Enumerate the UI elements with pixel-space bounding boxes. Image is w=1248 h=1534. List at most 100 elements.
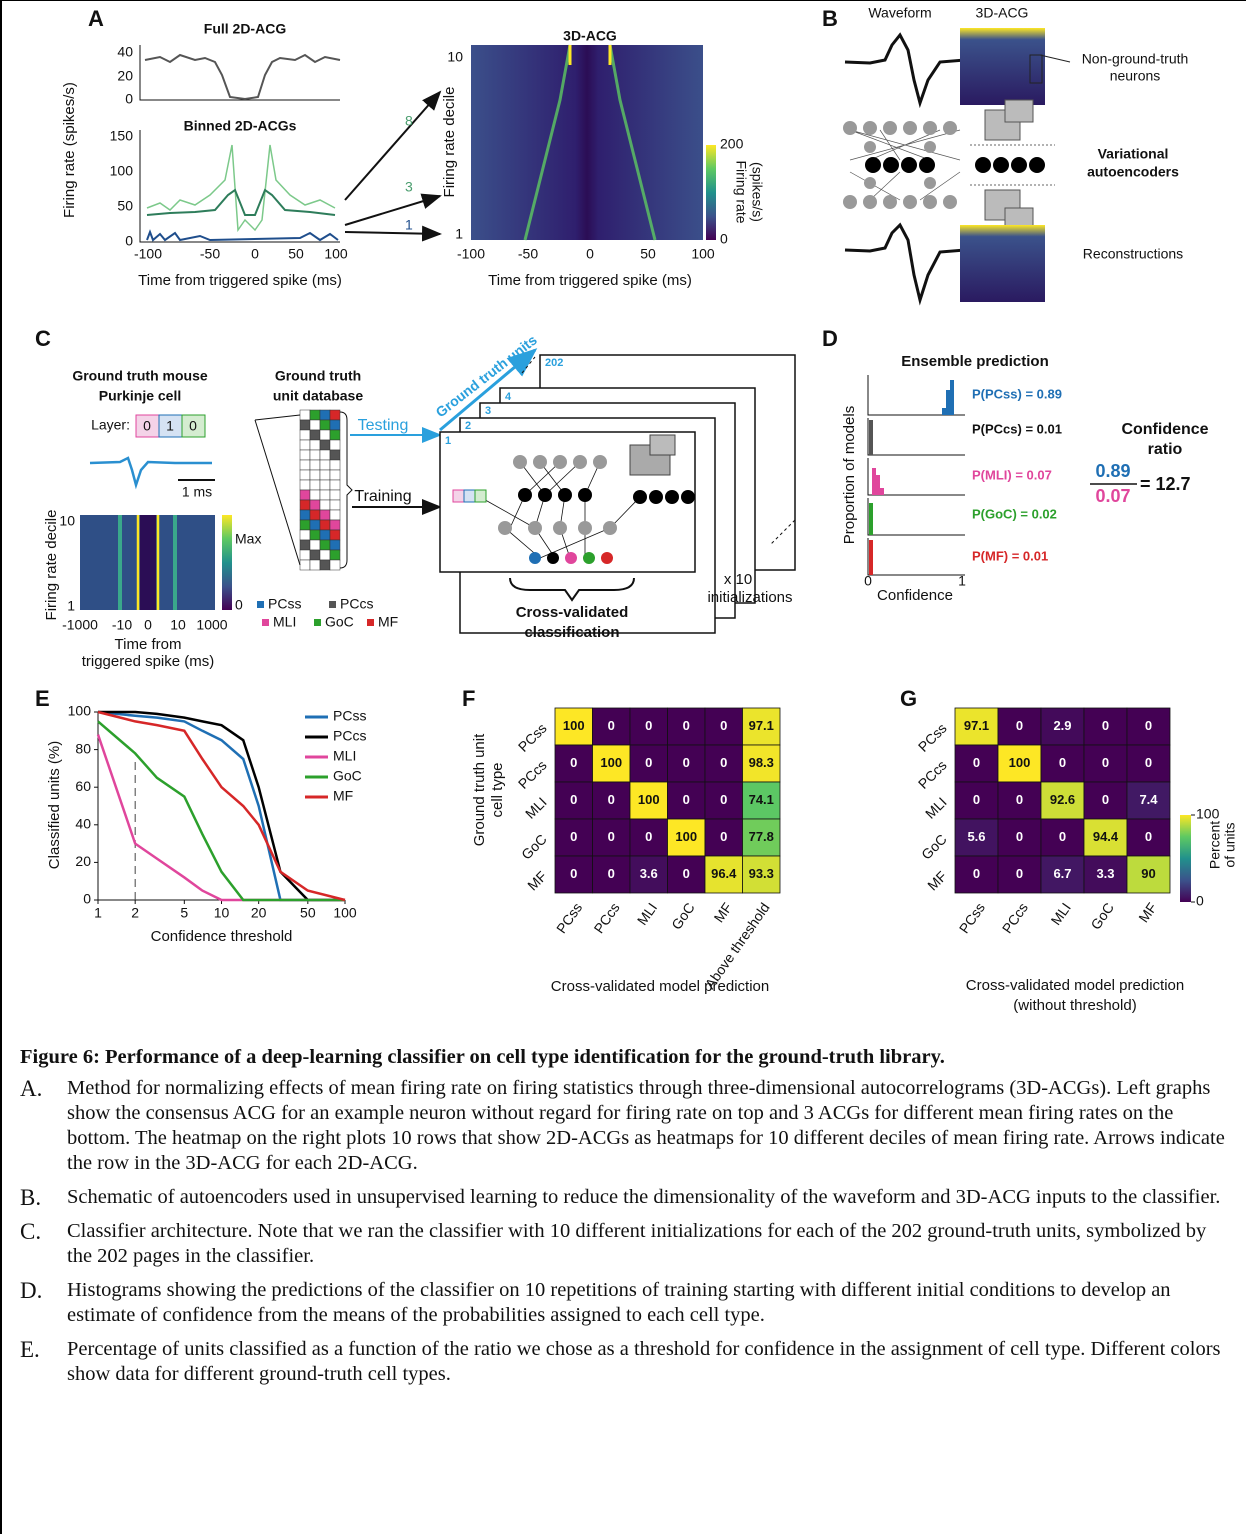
brace xyxy=(509,577,635,602)
grid-cell xyxy=(319,459,331,471)
grid-cell xyxy=(319,449,331,461)
item-text: Histograms showing the predictions of th… xyxy=(67,1279,1171,1326)
cell-value: 0 xyxy=(720,718,727,733)
cell-value: 100 xyxy=(600,755,622,770)
column-label: MF xyxy=(711,900,736,926)
cell-value: 100 xyxy=(675,829,697,844)
item-text: Classifier architecture. Note that we ra… xyxy=(67,1220,1207,1267)
row-label: GoC xyxy=(918,831,950,863)
page-number: 3 xyxy=(485,405,491,417)
cell-value: 0 xyxy=(570,829,577,844)
matrix-cell xyxy=(1126,855,1171,894)
row-label: PCss xyxy=(915,720,950,755)
denominator: 0.07 xyxy=(1095,486,1130,506)
cell-value: 0 xyxy=(608,829,615,844)
row-label: MF xyxy=(924,868,950,894)
cell-value: 0 xyxy=(1059,829,1066,844)
cell-value: 7.4 xyxy=(1139,792,1158,807)
grid-cell xyxy=(299,529,311,541)
matrix-cell xyxy=(704,855,743,894)
matrix-cell xyxy=(554,781,593,820)
x-tick-label: 0 xyxy=(586,246,594,262)
grid-cell xyxy=(329,459,341,471)
legend-label: PCss xyxy=(268,596,301,612)
grid-cell xyxy=(319,409,331,421)
grid-cell xyxy=(329,499,341,511)
grid-cell xyxy=(329,509,341,521)
cell-value: 96.4 xyxy=(711,866,737,881)
series-line xyxy=(97,710,346,902)
matrix-cell xyxy=(742,855,781,894)
x-axis-label: Cross-validated model prediction xyxy=(966,977,1184,994)
colorbar-tick: 200 xyxy=(720,136,744,152)
y-tick-label: 60 xyxy=(75,778,91,794)
y-tick-label: 1 xyxy=(455,226,463,242)
cell-value: 0 xyxy=(1145,718,1152,733)
cell-value: 0 xyxy=(645,829,652,844)
x-axis-label: Confidence threshold xyxy=(151,928,293,945)
x-tick-label: 10 xyxy=(214,905,230,921)
panel-label: D xyxy=(822,326,838,351)
zoom-box xyxy=(1029,54,1071,84)
plot-title: Binned 2D-ACGs xyxy=(184,118,297,134)
matrix-cell xyxy=(1040,818,1085,857)
line-chart: 0 20 40 60 80 100 1 2 5 10 20 50 100 PCss PCcs MLI GoC MF… xyxy=(46,703,366,945)
panel-label: A xyxy=(88,6,104,31)
cell-value: 93.3 xyxy=(749,866,774,881)
grid-cell xyxy=(299,499,311,511)
arrow xyxy=(344,193,442,226)
grid-cell xyxy=(319,419,331,431)
axis xyxy=(139,45,340,101)
y-tick-label: 0 xyxy=(125,233,133,249)
x-tick-label: -50 xyxy=(200,246,220,262)
grid-cell xyxy=(299,519,311,531)
confusion-matrix: 97.1 0 2.9 0 0 0 100 0 0 0 0 0 92.6 0 7.4 5.6 0 0 94.4 0 0 0 6… xyxy=(915,707,1220,936)
grid-cell xyxy=(299,469,311,481)
legend-label: MF xyxy=(333,788,353,804)
grid-cell xyxy=(299,479,311,491)
cell-value: 92.6 xyxy=(1050,792,1075,807)
y-tick-label: 100 xyxy=(68,703,92,719)
x-tick-label: 10 xyxy=(170,617,186,633)
cell-value: 97.1 xyxy=(749,718,774,733)
x-tick-label: 0 xyxy=(864,573,872,589)
latent-nodes xyxy=(865,157,1045,173)
matrix-cell xyxy=(704,744,743,783)
legend-swatch xyxy=(314,619,321,626)
x-tick-label: 100 xyxy=(691,246,715,262)
grid-cell xyxy=(299,539,311,551)
series-line xyxy=(98,710,345,902)
cell-value: 0 xyxy=(683,755,690,770)
legend-swatch xyxy=(367,619,374,626)
matrix-cell xyxy=(1083,744,1128,783)
y-axis-label: Firing rate (spikes/s) xyxy=(61,82,78,218)
arrow xyxy=(439,348,538,432)
acg-curve xyxy=(144,53,341,101)
matrix-cell xyxy=(742,707,781,746)
grid-cell xyxy=(309,519,321,531)
cell-value: 0 xyxy=(1102,755,1109,770)
grid-cell xyxy=(319,529,331,541)
panel-label: C xyxy=(35,326,51,351)
cell-value: 2.9 xyxy=(1053,718,1071,733)
y-tick-label: 150 xyxy=(110,128,134,144)
grid-cell xyxy=(299,409,311,421)
page-number: 4 xyxy=(505,391,512,403)
cell-value: 0 xyxy=(683,792,690,807)
cell-value: 0 xyxy=(645,755,652,770)
legend-label: PCcs xyxy=(340,596,373,612)
grid-cell xyxy=(309,439,321,451)
matrix-cell xyxy=(1126,781,1171,820)
item-letter: E. xyxy=(20,1337,40,1362)
legend-swatch xyxy=(262,619,269,626)
grid-cell xyxy=(329,529,341,541)
column-label: GoC xyxy=(1087,900,1117,933)
legend-label: MF xyxy=(378,614,398,630)
heading: Purkinje cell xyxy=(99,388,181,404)
cell-value: 0 xyxy=(683,866,690,881)
cell-value: 0 xyxy=(720,829,727,844)
matrix-cell xyxy=(997,707,1042,746)
grid-cell xyxy=(299,419,311,431)
layer-box xyxy=(181,414,206,438)
